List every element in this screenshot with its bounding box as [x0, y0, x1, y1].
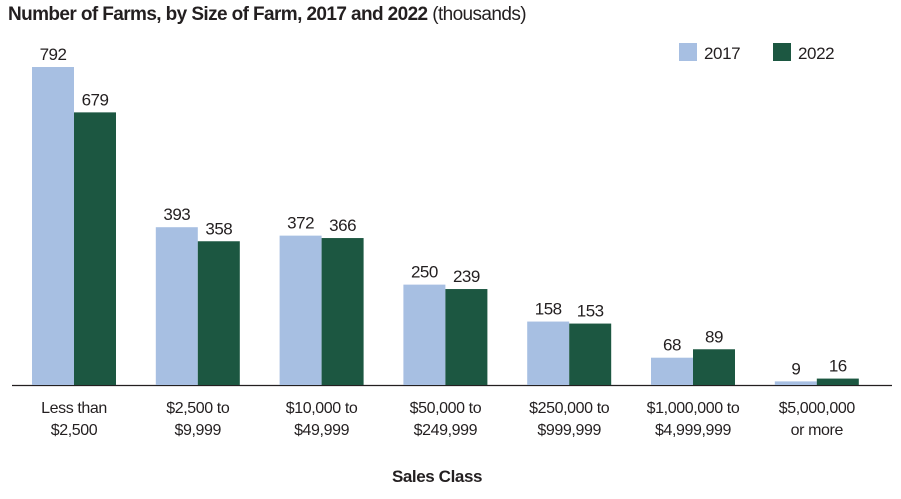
x-tick-label-4: $250,000 to $999,999: [529, 400, 610, 439]
chart-title-unit: (thousands): [432, 4, 526, 25]
bar-2017-6: [774, 381, 817, 385]
legend-label-2017: 2017: [704, 44, 740, 63]
data-label-2017-1: 393: [163, 205, 190, 224]
data-label-2017-4: 158: [535, 300, 562, 319]
x-tick-label-5: $1,000,000 to $4,999,999: [647, 400, 740, 439]
legend-swatch-2017: [679, 43, 697, 61]
bar-2022-4: [569, 323, 612, 385]
bar-2022-6: [816, 378, 859, 385]
data-label-2022-3: 239: [453, 267, 480, 286]
legend-swatch-2022: [773, 43, 791, 61]
bar-2022-3: [445, 289, 488, 385]
x-tick-label-1: $2,500 to $9,999: [166, 400, 230, 439]
bar-2022-5: [693, 349, 735, 385]
data-label-2017-3: 250: [411, 263, 438, 282]
data-label-2022-0: 679: [82, 90, 109, 109]
bar-2017-1: [155, 227, 198, 385]
bar-2022-0: [74, 112, 116, 385]
bar-2017-4: [527, 321, 570, 385]
x-tick-label-3: $50,000 to $249,999: [410, 400, 482, 439]
bar-2022-2: [321, 238, 364, 385]
bar-2017-2: [279, 235, 322, 385]
chart-title: Number of Farms, by Size of Farm, 2017 a…: [8, 4, 527, 26]
data-label-2017-5: 68: [663, 336, 681, 355]
bar-2017-3: [403, 284, 446, 385]
x-tick-label-6: $5,000,000 or more: [779, 400, 856, 439]
data-label-2022-2: 366: [329, 216, 356, 235]
data-label-2022-6: 16: [829, 357, 847, 376]
x-tick-label-2: $10,000 to $49,999: [286, 400, 358, 439]
x-axis-title: Sales Class: [392, 467, 482, 486]
data-label-2017-2: 372: [287, 214, 314, 233]
bar-2017-5: [651, 357, 693, 385]
data-label-2017-6: 9: [791, 359, 800, 378]
legend-label-2022: 2022: [798, 44, 834, 63]
data-label-2017-0: 792: [40, 45, 67, 64]
x-tick-label-0: Less than $2,500: [41, 400, 107, 439]
bar-2022-1: [197, 241, 240, 385]
data-label-2022-4: 153: [577, 302, 604, 321]
chart-title-main: Number of Farms, by Size of Farm, 2017 a…: [8, 4, 428, 25]
data-label-2022-1: 358: [205, 219, 232, 238]
data-label-2022-5: 89: [705, 327, 723, 346]
bar-2017-0: [32, 67, 74, 385]
